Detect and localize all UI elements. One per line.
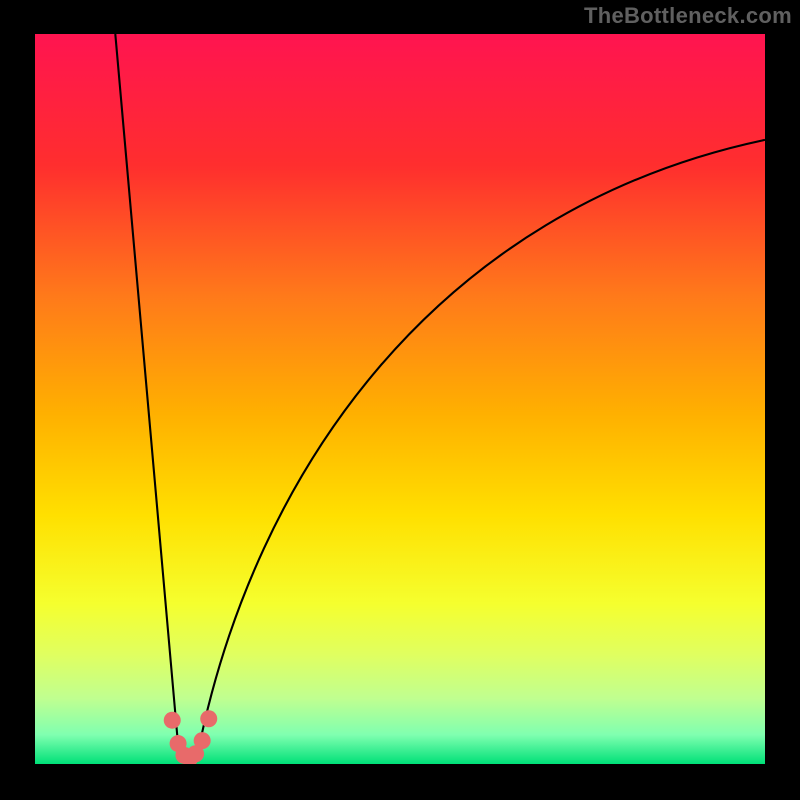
valley-marker [200,710,217,727]
chart-background [35,34,765,764]
valley-marker [164,712,181,729]
bottleneck-chart [35,34,765,764]
valley-marker [194,732,211,749]
chart-svg [35,34,765,764]
watermark-text: TheBottleneck.com [584,3,792,29]
